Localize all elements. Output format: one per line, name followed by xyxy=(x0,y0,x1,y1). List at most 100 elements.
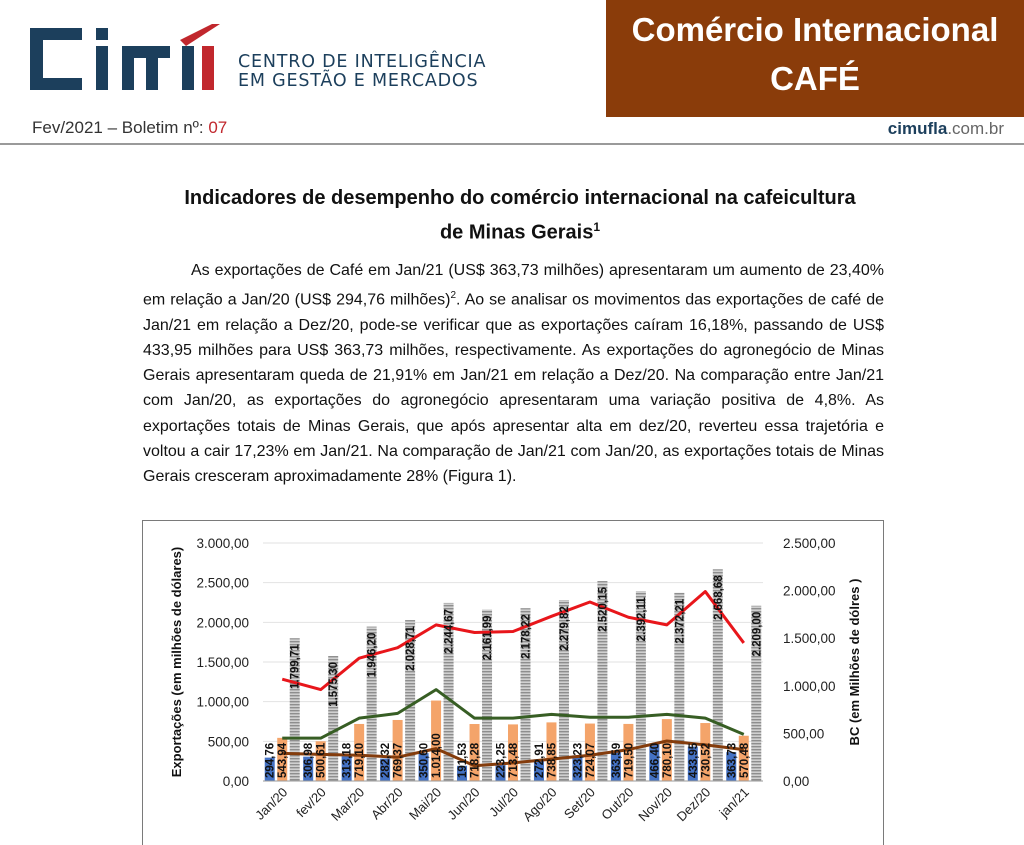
bar-data-label: 719,50 xyxy=(623,743,635,778)
issue-info: Fev/2021 – Boletim nº: 07 xyxy=(32,118,227,138)
site-domain: .com.br xyxy=(947,119,1004,138)
bar-data-label: 1.575,30 xyxy=(328,662,340,707)
x-tick-label: Ago/20 xyxy=(520,785,560,825)
bar-data-label: 1.946,20 xyxy=(367,633,379,678)
bar xyxy=(457,765,468,781)
bar xyxy=(328,656,339,781)
article-paragraph: As exportações de Café em Jan/21 (US$ 36… xyxy=(143,258,884,489)
series-line xyxy=(281,590,745,692)
bar-data-label: 294,76 xyxy=(265,743,277,778)
bar-data-label: 2.392,11 xyxy=(636,597,648,642)
bar xyxy=(303,756,314,781)
x-tick-label: Mai/20 xyxy=(406,785,444,823)
bar-data-label: 2.028,71 xyxy=(405,625,417,670)
x-tick-label: Jul/20 xyxy=(486,785,521,820)
bar-data-label: 1.014,00 xyxy=(431,733,443,778)
y-tick-label: 1.000,00 xyxy=(196,695,249,710)
header: CENTRO DE INTELIGÊNCIA EM GESTÃO E MERCA… xyxy=(0,0,1024,145)
bar-data-label: 272,91 xyxy=(534,742,546,778)
bar-data-label: 2.372,21 xyxy=(674,598,686,643)
bar-data-label: 2.520,15 xyxy=(597,586,609,631)
bar xyxy=(610,752,621,781)
bar xyxy=(572,755,583,781)
header-divider xyxy=(0,143,1024,145)
bar-data-label: 543,94 xyxy=(277,742,289,778)
bar xyxy=(469,724,480,781)
bar-data-label: 730,52 xyxy=(700,743,712,778)
bar-data-label: 191,53 xyxy=(457,743,469,778)
bar xyxy=(584,723,595,781)
exports-chart: 294,76 306,98 313,18 282,32 350,60 191,53 223,… xyxy=(142,520,884,845)
article-body: As exportações de Café em Jan/21 (US$ 36… xyxy=(143,258,884,489)
bar-data-label: 2.244,67 xyxy=(444,609,456,654)
title-line2: de Minas Gerais xyxy=(439,221,594,244)
exports-chart-svg: 294,76 306,98 313,18 282,32 350,60 191,53 223,… xyxy=(169,536,862,825)
series-line xyxy=(282,739,744,768)
bar xyxy=(264,757,275,781)
x-tick-label: Jan/20 xyxy=(252,785,290,823)
bar-data-label: 2.178,22 xyxy=(521,614,533,659)
x-tick-label: Set/20 xyxy=(561,785,598,822)
bar xyxy=(726,752,737,781)
x-tick-label: Abr/20 xyxy=(368,785,406,823)
bar xyxy=(277,737,288,781)
issue-number: 07 xyxy=(208,118,228,137)
section-banner: Comércio Internacional CAFÉ xyxy=(606,0,1024,117)
bar xyxy=(597,581,608,781)
bar-data-label: 724,07 xyxy=(585,743,597,778)
bar xyxy=(712,569,723,781)
bar-data-label: 719,10 xyxy=(354,743,366,778)
bar xyxy=(558,600,569,781)
x-tick-label: Jun/20 xyxy=(444,785,482,823)
bar xyxy=(546,722,557,781)
bar-data-label: 2.279,82 xyxy=(559,606,571,651)
bar xyxy=(380,758,391,781)
y-tick-label: 2.000,00 xyxy=(196,615,249,630)
bar xyxy=(495,763,506,781)
bar-data-label: 466,40 xyxy=(649,743,661,778)
banner-subtitle: CAFÉ xyxy=(770,60,860,97)
site-link[interactable]: cimufla.com.br xyxy=(888,119,1004,139)
y-right-tick-label: 1.000,00 xyxy=(783,679,836,694)
y-right-tick-label: 2.500,00 xyxy=(783,536,836,551)
y-tick-label: 500,00 xyxy=(208,734,249,749)
issue-prefix: Fev/2021 – Boletim nº: xyxy=(32,118,209,137)
y-right-tick-label: 1.500,00 xyxy=(783,631,836,646)
bar xyxy=(354,723,365,781)
y-tick-label: 1.500,00 xyxy=(196,655,249,670)
paragraph-part2: . Ao se analisar os movimentos das expor… xyxy=(143,291,884,485)
cim-logo xyxy=(30,24,220,90)
bar-data-label: 718,28 xyxy=(470,742,482,778)
bar-data-label: 2.209,00 xyxy=(751,612,763,657)
bar xyxy=(700,723,711,781)
org-name-line1: CENTRO DE INTELIGÊNCIA xyxy=(238,52,487,72)
bar-data-label: 1.799,71 xyxy=(290,644,302,689)
bar xyxy=(649,743,660,781)
bar-data-label: 282,32 xyxy=(380,743,392,778)
bar-data-label: 2.161,99 xyxy=(482,615,494,660)
y-right-axis-title: BC (em Milhões de dólres ) xyxy=(847,579,862,746)
y-right-tick-label: 2.000,00 xyxy=(783,584,836,599)
bar-data-label: 223,25 xyxy=(496,742,508,778)
bar xyxy=(687,746,698,781)
bar xyxy=(482,609,493,781)
bar xyxy=(289,638,300,781)
x-tick-label: jan/21 xyxy=(716,785,752,821)
y-right-tick-label: 0,00 xyxy=(783,774,809,789)
x-tick-label: Out/20 xyxy=(598,785,636,823)
bar xyxy=(623,723,634,781)
bar xyxy=(508,724,518,781)
bar xyxy=(674,592,685,781)
bar-data-label: 306,98 xyxy=(303,742,315,778)
y-tick-label: 2.500,00 xyxy=(196,576,249,591)
bar-data-label: 713,48 xyxy=(508,742,520,778)
bar xyxy=(366,626,377,781)
title-footnote: 1 xyxy=(593,220,601,234)
x-tick-label: Nov/20 xyxy=(635,785,675,825)
bar-data-label: 2.668,68 xyxy=(713,575,725,620)
bar-data-label: 350,60 xyxy=(419,743,431,778)
bar xyxy=(405,620,416,781)
bar xyxy=(431,700,442,781)
paragraph-footnote: 2 xyxy=(450,290,457,302)
bar-data-label: 780,10 xyxy=(662,743,674,778)
